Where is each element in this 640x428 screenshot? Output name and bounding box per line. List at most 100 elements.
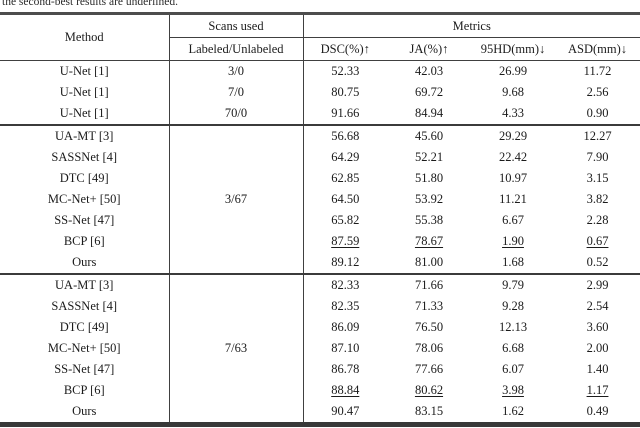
metric-value-cell: 87.59 [331,234,360,248]
header-row-2: Labeled/Unlabeled DSC(%)↑ JA(%)↑ 95HD(mm… [0,37,640,61]
metric-column-header-asd: ASD(mm)↓ [555,37,640,61]
metric-value-cell: 1.68 [502,255,524,269]
table-row: DTC [49] 86.09 76.50 12.13 3.60 [0,317,640,338]
metric-value-cell: 9.68 [502,85,524,99]
metric-value-cell: 45.60 [387,124,471,147]
metric-value-cell: 0.67 [586,234,609,248]
metric-value-cell: 52.33 [331,64,360,78]
metric-value-cell: 69.72 [414,85,444,99]
metric-value-cell: 29.29 [471,124,555,147]
metric-value-cell: 89.12 [331,255,360,269]
metric-value-cell: 80.62 [414,383,444,397]
metric-value-cell: 2.54 [586,299,609,313]
method-cell: U-Net [1] [0,60,170,82]
metric-value-cell: 26.99 [498,64,528,78]
metric-value-cell: 53.92 [414,192,444,206]
metric-value-cell: 78.06 [414,341,444,355]
metric-value-cell: 51.80 [414,171,444,185]
method-cell: MC-Net+ [50] [0,338,170,359]
metric-value-cell: 81.00 [414,255,444,269]
table-row: BCP [6] 87.59 78.67 1.90 0.67 [0,231,640,252]
scans-cell: 3/67 [169,124,304,274]
table-caption: the second-best results are underlined. [2,0,178,8]
metric-value-cell: 2.99 [555,273,640,296]
metric-value-cell: 12.27 [555,124,640,147]
table-row: MC-Net+ [50] 64.50 53.92 11.21 3.82 [0,189,640,210]
metric-value-cell: 83.15 [414,404,444,418]
metric-value-cell: 2.56 [586,85,609,99]
metric-value-cell: 2.28 [586,213,609,227]
metric-value-cell: 64.29 [331,150,360,164]
metric-value-cell: 71.66 [387,273,471,296]
table-row: MC-Net+ [50] 87.10 78.06 6.68 2.00 [0,338,640,359]
metric-column-header-ja: JA(%)↑ [387,37,471,61]
metric-value-cell: 7.90 [586,150,609,164]
metric-value-cell: 11.21 [499,192,527,206]
method-cell: Ours [0,252,170,274]
scans-cell: 70/0 [169,103,304,125]
table-row: U-Net [1] 3/0 52.33 42.03 26.99 11.72 [0,60,640,82]
method-cell: DTC [49] [0,317,170,338]
method-cell: U-Net [1] [0,82,170,103]
metric-value-cell: 3.98 [502,383,524,397]
metric-value-cell: 3.82 [586,192,609,206]
metric-value-cell: 0.49 [586,404,609,418]
metric-value-cell: 9.79 [471,273,555,296]
method-cell: SS-Net [47] [0,359,170,380]
metric-value-cell: 4.33 [502,106,524,120]
table-row: SASSNet [4] 82.35 71.33 9.28 2.54 [0,296,640,317]
metrics-header: Metrics [303,13,640,38]
table-row: UA-MT [3] 3/67 56.68 45.60 29.29 12.27 [0,124,640,274]
metric-value-cell: 22.42 [498,150,528,164]
metric-value-cell: 82.33 [303,273,387,296]
metric-value-cell: 65.82 [331,213,360,227]
table-row: UA-MT [3] 7/63 82.33 71.66 9.79 2.99 [0,273,640,425]
metric-value-cell: 77.66 [414,362,444,376]
scans-used-header: Scans used [169,13,304,38]
method-cell: SS-Net [47] [0,210,170,231]
table-row: SS-Net [47] 65.82 55.38 6.67 2.28 [0,210,640,231]
table-header: Method Scans used Metrics Labeled/Unlabe… [0,13,640,61]
metric-value-cell: 82.35 [331,299,360,313]
method-cell: UA-MT [3] [0,124,170,147]
method-cell: UA-MT [3] [0,273,170,296]
metric-value-cell: 6.68 [502,341,524,355]
metric-value-cell: 55.38 [414,213,444,227]
scans-cell: 7/63 [169,273,304,425]
metric-value-cell: 3.60 [586,320,609,334]
metric-value-cell: 10.97 [498,171,528,185]
metric-value-cell: 86.78 [331,362,360,376]
metric-value-cell: 11.72 [583,64,612,78]
metric-value-cell: 1.17 [586,383,609,397]
metric-value-cell: 3.15 [586,171,609,185]
metric-value-cell: 56.68 [303,124,387,147]
metric-value-cell: 90.47 [331,404,360,418]
metric-value-cell: 52.21 [414,150,444,164]
metric-value-cell: 6.67 [502,213,524,227]
labeled-unlabeled-header: Labeled/Unlabeled [169,37,304,61]
table-row: DTC [49] 62.85 51.80 10.97 3.15 [0,168,640,189]
metric-value-cell: 0.90 [586,106,609,120]
metric-value-cell: 0.52 [586,255,609,269]
metric-value-cell: 80.75 [331,85,360,99]
metric-value-cell: 9.28 [502,299,524,313]
metric-value-cell: 1.90 [502,234,524,248]
header-row-1: Method Scans used Metrics [0,13,640,61]
metric-value-cell: 86.09 [331,320,360,334]
table-row: SASSNet [4] 64.29 52.21 22.42 7.90 [0,147,640,168]
table-row: Ours 90.47 83.15 1.62 0.49 [0,401,640,425]
table-row: Ours 89.12 81.00 1.68 0.52 [0,252,640,274]
metric-value-cell: 1.62 [502,404,524,418]
metric-value-cell: 71.33 [414,299,444,313]
method-cell: BCP [6] [0,380,170,401]
table-row: U-Net [1] 70/0 91.66 84.94 4.33 0.90 [0,103,640,125]
table-row: BCP [6] 88.84 80.62 3.98 1.17 [0,380,640,401]
table-row: U-Net [1] 7/0 80.75 69.72 9.68 2.56 [0,82,640,103]
method-cell: BCP [6] [0,231,170,252]
method-cell: U-Net [1] [0,103,170,125]
metric-value-cell: 76.50 [414,320,444,334]
scans-cell: 7/0 [169,82,304,103]
table-body: U-Net [1] 3/0 52.33 42.03 26.99 11.72 U-Net [1… [0,60,640,425]
table-row: SS-Net [47] 86.78 77.66 6.07 1.40 [0,359,640,380]
